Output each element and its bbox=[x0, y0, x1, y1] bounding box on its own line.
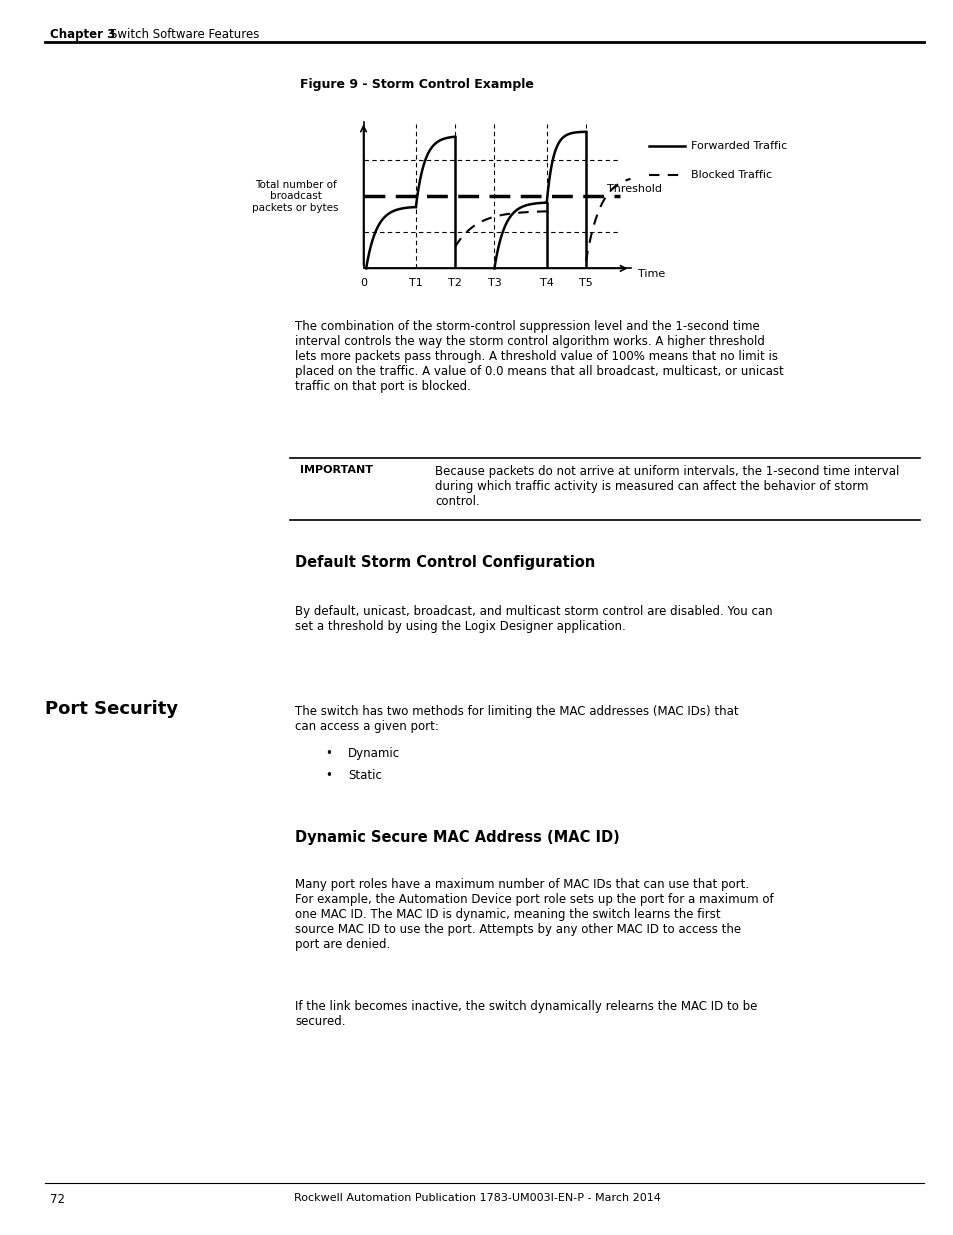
Text: Dynamic: Dynamic bbox=[348, 747, 399, 760]
Text: Port Security: Port Security bbox=[45, 700, 178, 718]
Text: Time: Time bbox=[638, 269, 665, 279]
Text: Rockwell Automation Publication 1783-UM003I-EN-P - March 2014: Rockwell Automation Publication 1783-UM0… bbox=[294, 1193, 659, 1203]
Text: By default, unicast, broadcast, and multicast storm control are disabled. You ca: By default, unicast, broadcast, and mult… bbox=[294, 605, 772, 634]
Text: Forwarded Traffic: Forwarded Traffic bbox=[690, 141, 786, 151]
Text: Threshold: Threshold bbox=[606, 184, 661, 194]
Text: Default Storm Control Configuration: Default Storm Control Configuration bbox=[294, 555, 595, 571]
Text: The combination of the storm-control suppression level and the 1-second time
int: The combination of the storm-control sup… bbox=[294, 320, 783, 393]
Text: Because packets do not arrive at uniform intervals, the 1-second time interval
d: Because packets do not arrive at uniform… bbox=[435, 466, 899, 508]
Text: Switch Software Features: Switch Software Features bbox=[110, 28, 259, 41]
Text: Many port roles have a maximum number of MAC IDs that can use that port.
For exa: Many port roles have a maximum number of… bbox=[294, 878, 773, 951]
Text: •: • bbox=[325, 747, 332, 760]
Text: Figure 9 - Storm Control Example: Figure 9 - Storm Control Example bbox=[299, 78, 534, 91]
Text: T1: T1 bbox=[409, 278, 422, 289]
Text: Dynamic Secure MAC Address (MAC ID): Dynamic Secure MAC Address (MAC ID) bbox=[294, 830, 619, 845]
Text: Chapter 3: Chapter 3 bbox=[50, 28, 115, 41]
Text: Static: Static bbox=[348, 769, 381, 782]
Text: The switch has two methods for limiting the MAC addresses (MAC IDs) that
can acc: The switch has two methods for limiting … bbox=[294, 705, 738, 734]
Text: T3: T3 bbox=[487, 278, 500, 289]
Text: 0: 0 bbox=[359, 278, 367, 289]
Text: Blocked Traffic: Blocked Traffic bbox=[690, 169, 771, 180]
Text: IMPORTANT: IMPORTANT bbox=[299, 466, 373, 475]
Text: Total number of
broadcast
packets or bytes: Total number of broadcast packets or byt… bbox=[252, 180, 338, 212]
Text: If the link becomes inactive, the switch dynamically relearns the MAC ID to be
s: If the link becomes inactive, the switch… bbox=[294, 1000, 757, 1028]
Text: 72: 72 bbox=[50, 1193, 65, 1207]
Text: T2: T2 bbox=[448, 278, 461, 289]
Text: T5: T5 bbox=[578, 278, 592, 289]
Text: •: • bbox=[325, 769, 332, 782]
Text: T4: T4 bbox=[539, 278, 553, 289]
